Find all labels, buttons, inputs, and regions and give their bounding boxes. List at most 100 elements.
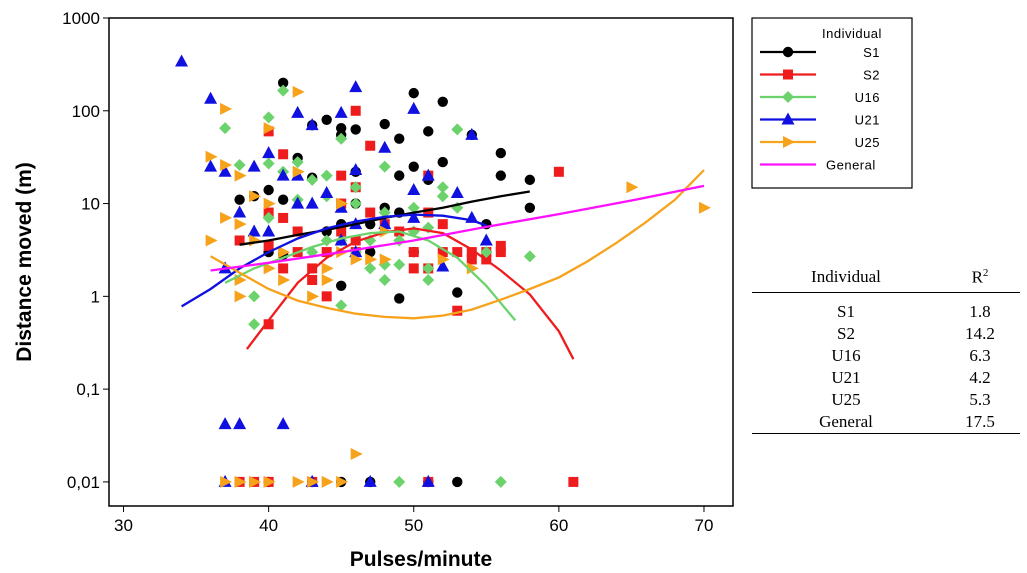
- fit-curve-general: [210, 184, 705, 272]
- data-point: [263, 240, 274, 251]
- data-point: [262, 157, 275, 170]
- data-point: [379, 118, 390, 130]
- data-point: [479, 233, 493, 246]
- data-point: [307, 475, 320, 488]
- data-point: [465, 127, 479, 140]
- data-point: [321, 262, 334, 275]
- data-point: [523, 250, 536, 263]
- data-point: [234, 218, 247, 231]
- data-point: [452, 247, 463, 258]
- data-point: [407, 101, 421, 114]
- data-point: [278, 263, 289, 274]
- y-tick-label: 100: [72, 102, 100, 121]
- data-point: [422, 274, 435, 287]
- data-point: [220, 211, 233, 224]
- r2-table-row: S2 14.2: [752, 323, 1020, 345]
- data-point: [335, 280, 347, 291]
- r2-table-header-row: Individual R2: [752, 262, 1020, 293]
- x-axis-label: Pulses/minute: [350, 548, 492, 571]
- data-point: [321, 475, 334, 488]
- data-point: [336, 170, 347, 181]
- data-point: [247, 224, 261, 237]
- data-point: [263, 122, 276, 135]
- r2-row-value: 5.3: [969, 390, 991, 409]
- data-point: [291, 156, 304, 169]
- data-point: [350, 124, 361, 135]
- data-point: [480, 246, 493, 259]
- data-point: [320, 169, 333, 182]
- data-point: [408, 263, 419, 274]
- data-point: [364, 262, 377, 275]
- data-point: [378, 217, 392, 230]
- data-point: [394, 293, 405, 304]
- data-point: [234, 290, 247, 303]
- data-point: [219, 122, 232, 135]
- data-point: [350, 105, 361, 116]
- legend-entry-general: General: [760, 158, 876, 173]
- data-point: [451, 123, 464, 136]
- data-point: [378, 160, 391, 173]
- data-point: [495, 147, 507, 159]
- data-point: [452, 287, 463, 298]
- data-point: [365, 140, 376, 151]
- data-point: [349, 80, 363, 93]
- data-point: [234, 194, 245, 205]
- data-point: [436, 259, 450, 272]
- r2-row-name: U21: [831, 368, 861, 387]
- y-tick-label: 1: [91, 287, 100, 306]
- data-point: [276, 168, 290, 181]
- data-point: [437, 247, 448, 258]
- data-point: [291, 196, 305, 209]
- data-point: [205, 150, 218, 163]
- y-axis-label: Distance moved (m): [13, 162, 36, 362]
- data-point: [234, 235, 245, 246]
- series-u21: [175, 54, 493, 487]
- legend-entry-u21: U21: [760, 112, 880, 128]
- data-point: [321, 274, 334, 287]
- data-point: [292, 165, 305, 178]
- legend: Individual S1 S2 U16 U21 U25 General: [751, 17, 913, 189]
- data-point: [407, 210, 421, 223]
- data-point: [278, 149, 289, 160]
- data-point: [263, 319, 274, 330]
- data-point: [204, 159, 218, 172]
- data-point: [495, 240, 506, 251]
- r2-table-row: General 17.5: [752, 411, 1020, 434]
- data-point: [350, 447, 363, 460]
- legend-label: S1: [863, 45, 880, 60]
- data-point: [393, 258, 406, 271]
- data-point: [292, 85, 305, 98]
- data-point: [379, 253, 392, 266]
- data-point: [233, 417, 247, 430]
- data-point: [495, 247, 506, 258]
- data-point: [262, 224, 276, 237]
- data-point: [408, 247, 419, 258]
- data-point: [350, 253, 363, 266]
- data-point: [450, 185, 464, 198]
- legend-label: U25: [855, 135, 880, 150]
- r2-row-value: 17.5: [965, 412, 995, 431]
- data-point: [568, 476, 579, 487]
- data-point: [421, 474, 435, 487]
- data-point: [781, 112, 795, 125]
- data-point: [277, 84, 290, 97]
- data-point: [205, 234, 218, 247]
- data-point: [278, 246, 291, 259]
- series-u16: [219, 84, 536, 488]
- legend-label: U21: [855, 113, 880, 128]
- data-point: [782, 46, 794, 58]
- data-point: [349, 245, 363, 258]
- data-point: [394, 133, 405, 144]
- data-point: [249, 475, 262, 488]
- data-point: [248, 318, 261, 331]
- data-point: [408, 161, 419, 172]
- legend-entry-s2: S2: [760, 68, 880, 83]
- data-point: [437, 219, 448, 230]
- data-point: [378, 140, 392, 153]
- x-tick-label: 30: [114, 516, 133, 535]
- legend-label: General: [826, 158, 876, 173]
- data-point: [466, 247, 477, 258]
- data-point: [321, 114, 332, 125]
- data-point: [466, 254, 477, 265]
